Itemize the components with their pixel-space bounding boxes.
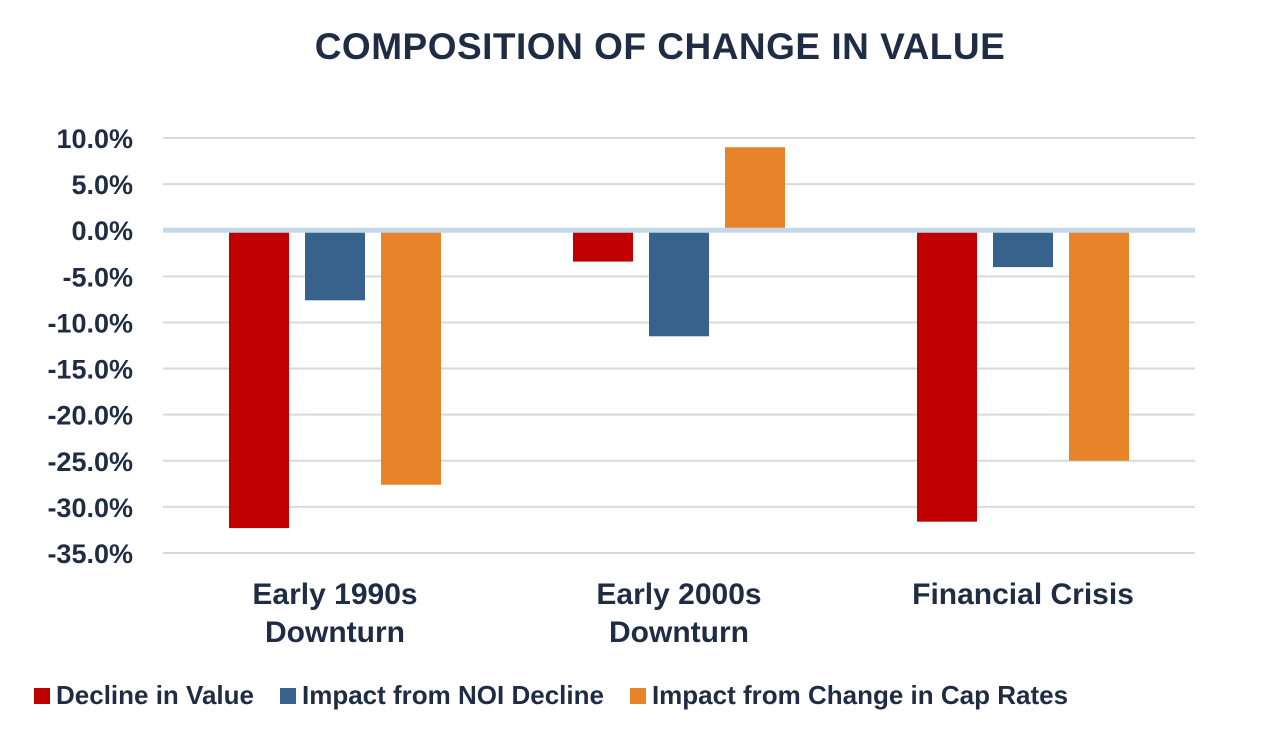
y-tick-label: 5.0% — [71, 170, 133, 200]
y-axis-ticks: 10.0% 5.0% 0.0% -5.0% -10.0% -15.0% -20.0% -25.… — [47, 124, 133, 569]
bar-impact-from-noi-decline — [305, 230, 365, 301]
bar-decline-in-value — [573, 230, 633, 262]
x-tick-label: Financial Crisis — [912, 578, 1134, 611]
chart-title: COMPOSITION OF CHANGE IN VALUE — [314, 26, 1006, 67]
y-tick-label: -35.0% — [47, 539, 133, 569]
y-tick-label: -15.0% — [47, 355, 133, 385]
legend-label: Impact from NOI Decline — [301, 680, 604, 710]
x-axis-ticks: Early 1990s Downturn Early 2000s Downturn Fi… — [252, 578, 1133, 649]
legend-label: Impact from Change in Cap Rates — [651, 680, 1069, 710]
legend-swatch — [34, 687, 50, 704]
y-tick-label: 0.0% — [71, 216, 133, 246]
bar-impact-from-change-in-cap-rates — [381, 230, 441, 485]
bar-impact-from-noi-decline — [993, 230, 1053, 268]
y-tick-label: -5.0% — [62, 262, 133, 292]
bar-decline-in-value — [917, 230, 977, 522]
x-tick-label: Early 1990s Downturn — [252, 578, 417, 649]
bar-impact-from-noi-decline — [649, 230, 709, 337]
legend-label: Decline in Value — [56, 680, 254, 710]
legend-swatch — [279, 687, 296, 704]
bars — [229, 147, 1129, 529]
y-tick-label: -30.0% — [47, 493, 133, 523]
y-tick-label: -20.0% — [47, 401, 133, 431]
legend: Decline in Value Impact from NOI Decline I… — [34, 680, 1254, 711]
y-tick-label: -25.0% — [47, 447, 133, 477]
legend-item: Impact from NOI Decline — [279, 680, 604, 711]
y-tick-label: -10.0% — [47, 308, 133, 338]
legend-item: Decline in Value — [34, 680, 254, 711]
y-tick-label: 10.0% — [56, 124, 133, 154]
legend-swatch — [629, 687, 646, 704]
bar-impact-from-change-in-cap-rates — [725, 147, 785, 231]
x-tick-label: Early 2000s Downturn — [596, 578, 761, 649]
legend-item: Impact from Change in Cap Rates — [629, 680, 1069, 711]
bar-decline-in-value — [229, 230, 289, 529]
bar-impact-from-change-in-cap-rates — [1069, 230, 1129, 461]
grid-lines — [163, 137, 1195, 554]
